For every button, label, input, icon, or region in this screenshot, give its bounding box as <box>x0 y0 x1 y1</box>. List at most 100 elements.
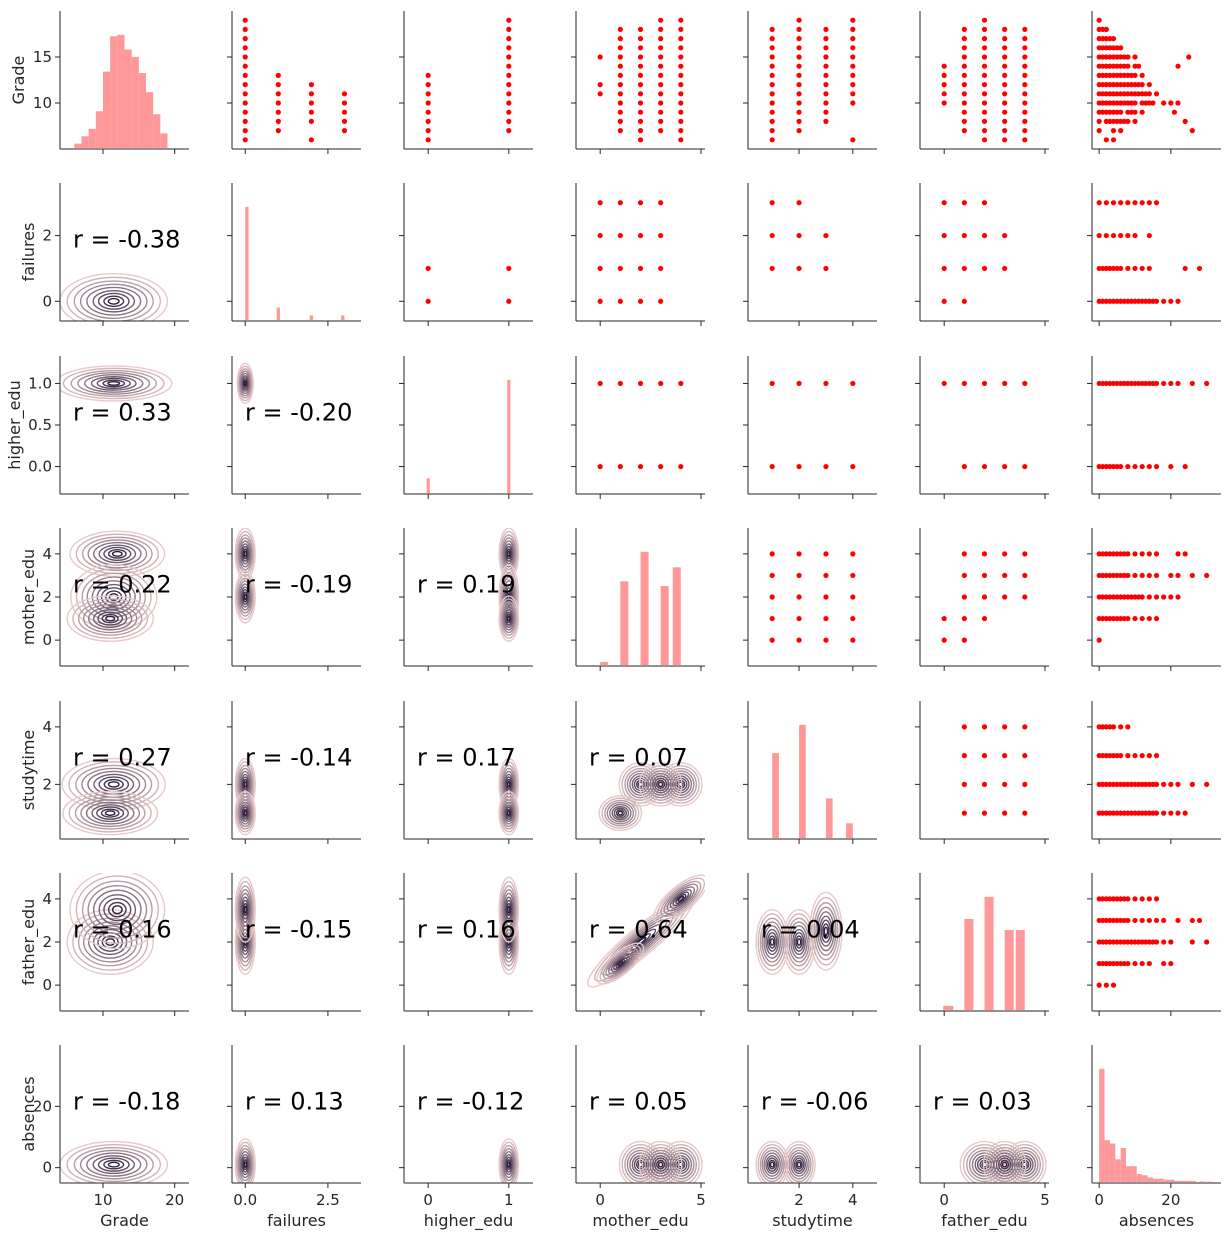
scatter-point <box>1002 63 1008 69</box>
y-tick-label: 20 <box>33 1097 52 1115</box>
scatter-point <box>1139 810 1145 816</box>
scatter-point <box>1002 753 1008 759</box>
scatter-point <box>506 54 512 60</box>
kde-contour <box>653 874 705 924</box>
scatter-point <box>242 109 248 115</box>
scatter-point <box>1132 917 1138 924</box>
kde-contour <box>80 799 141 828</box>
panel-father-edu-vs-father-edu <box>915 873 1049 1016</box>
kde-contour <box>504 609 514 628</box>
scatter-point <box>1096 72 1102 78</box>
scatter-point <box>1100 265 1106 272</box>
scatter-point <box>981 36 988 42</box>
scatter-point <box>658 128 664 134</box>
scatter-point <box>1096 54 1102 60</box>
kde-contour <box>499 1141 518 1183</box>
scatter-point <box>769 637 775 643</box>
scatter-point <box>823 72 829 78</box>
hist-bar-grade-12 <box>160 133 168 148</box>
scatter-point <box>941 637 947 643</box>
kde-contour <box>241 545 249 562</box>
scatter-point <box>1100 753 1106 759</box>
scatter-point <box>1110 724 1117 730</box>
scatter-point <box>617 232 623 239</box>
scatter-point <box>1103 200 1109 206</box>
x-tick-label: 5 <box>696 1191 706 1209</box>
kde-contour <box>73 1147 154 1183</box>
scatter-point <box>1002 82 1008 88</box>
scatter-point <box>981 63 988 69</box>
kde-contour <box>242 778 248 790</box>
scatter-point <box>1100 781 1106 787</box>
kde-contour <box>611 805 630 821</box>
kde-contour <box>238 1148 253 1182</box>
scatter-point <box>1114 82 1120 88</box>
panel-marks <box>941 380 1028 470</box>
x-tick-label: 2 <box>794 1191 804 1209</box>
panel-grade-vs-studytime <box>743 11 877 154</box>
scatter-point <box>1135 594 1142 600</box>
scatter-point <box>1002 26 1008 32</box>
scatter-point <box>308 137 314 143</box>
kde-contour <box>90 376 137 391</box>
scatter-point <box>637 265 644 272</box>
kde-contour <box>658 762 703 807</box>
scatter-point <box>1022 91 1028 97</box>
scatter-point <box>1121 615 1127 622</box>
scatter-point <box>1110 615 1117 622</box>
kde-contour <box>236 362 254 405</box>
scatter-point <box>796 109 802 115</box>
hist-bar-absences-17 <box>1190 1180 1196 1182</box>
scatter-point <box>1135 939 1142 945</box>
scatter-point <box>1110 63 1117 69</box>
scatter-point <box>1110 463 1117 470</box>
kde-contour <box>242 808 248 818</box>
scatter-point <box>1161 917 1167 924</box>
scatter-point <box>1125 753 1131 759</box>
kde-contour <box>506 778 512 790</box>
scatter-point <box>769 137 775 143</box>
kde-contour <box>503 801 515 825</box>
scatter-point <box>1175 551 1181 557</box>
scatter-point <box>769 265 775 272</box>
scatter-point <box>597 380 603 387</box>
scatter-point <box>1132 594 1138 600</box>
scatter-point <box>1125 551 1131 557</box>
scatter-point <box>1128 109 1135 115</box>
scatter-point <box>796 594 802 600</box>
kde-contour <box>92 889 142 930</box>
kde-contour <box>66 1143 162 1183</box>
scatter-point <box>275 109 281 115</box>
scatter-point <box>425 298 431 304</box>
scatter-point <box>1110 896 1117 902</box>
scatter-point <box>1002 109 1008 115</box>
panel-grade-vs-absences <box>1087 11 1221 154</box>
scatter-point <box>850 463 856 470</box>
scatter-point <box>1135 781 1142 787</box>
kde-contour <box>617 960 624 967</box>
hist-bar-grade-2 <box>88 128 96 148</box>
scatter-point <box>1125 63 1131 69</box>
scatter-point <box>1121 100 1127 106</box>
scatter-point <box>1128 810 1135 816</box>
x-tick-label: 20 <box>1161 1191 1180 1209</box>
scatter-point <box>1125 82 1131 88</box>
hist-bar-mother-edu-4 <box>672 567 681 665</box>
kde-contour <box>85 801 135 825</box>
scatter-point <box>1096 939 1102 945</box>
scatter-point <box>981 54 988 60</box>
kde-contour <box>92 609 128 628</box>
kde-contour <box>242 903 248 917</box>
scatter-point <box>587 299 592 304</box>
kde-contour <box>242 548 248 560</box>
hist-bar-studytime-3 <box>846 823 853 838</box>
panel-marks <box>587 874 705 988</box>
kde-contour <box>602 947 639 980</box>
scatter-point <box>1186 54 1192 60</box>
kde-contour <box>1008 1147 1042 1183</box>
scatter-point <box>425 91 431 97</box>
scatter-point <box>1107 265 1113 272</box>
scatter-point <box>961 72 967 78</box>
kde-contour <box>672 891 690 907</box>
kde-contour <box>77 601 143 636</box>
